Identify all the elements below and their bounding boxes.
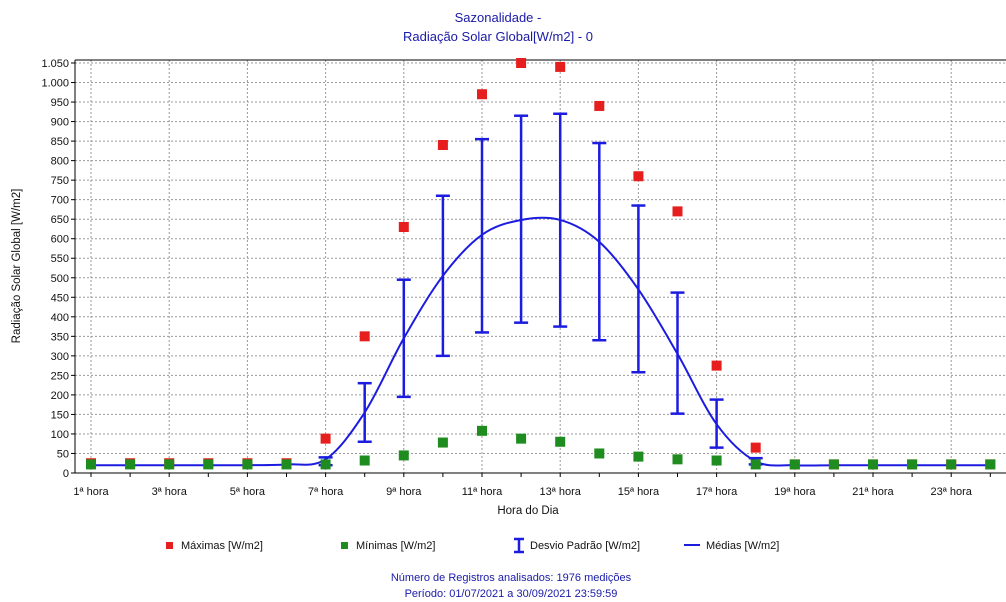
legend-min-label: Mínimas [W/m2] (356, 540, 435, 552)
chart-title: Sazonalidade - (455, 10, 542, 25)
x-tick-label: 19ª hora (774, 486, 816, 498)
y-tick-label: 700 (51, 195, 69, 207)
x-tick-label: 7ª hora (308, 486, 344, 498)
y-axis-label: Radiação Solar Global [W/m2] (11, 189, 23, 344)
x-tick-label: 3ª hora (152, 486, 188, 498)
min-point (750, 459, 761, 470)
max-point (555, 61, 566, 72)
chart-subtitle: Radiação Solar Global[W/m2] - 0 (403, 29, 593, 44)
max-point (320, 433, 331, 444)
x-tick-label: 11ª hora (462, 486, 503, 498)
y-tick-label: 100 (51, 429, 69, 441)
y-tick-label: 900 (51, 117, 69, 129)
y-tick-label: 150 (51, 409, 69, 421)
min-point (477, 425, 487, 436)
max-point (398, 222, 409, 232)
max-point (633, 171, 644, 182)
y-tick-label: 1.050 (41, 58, 69, 70)
x-tick-label: 9ª hora (386, 486, 422, 498)
min-point (398, 450, 409, 461)
x-tick-labels: 1ª hora 3ª hora 5ª hora 7ª hora 9ª hora 11ª h… (73, 486, 972, 498)
y-tick-label: 250 (51, 370, 69, 382)
min-point (359, 455, 370, 466)
min-point (633, 451, 644, 462)
min-point (946, 459, 957, 470)
min-point (789, 459, 800, 470)
min-series (86, 425, 996, 470)
min-point (672, 454, 683, 465)
records-count-text: Número de Registros analisados: 1976 med… (391, 572, 632, 584)
max-point (672, 206, 683, 217)
y-tick-label: 200 (51, 390, 69, 402)
y-tick-label: 600 (51, 234, 69, 246)
x-axis-label: Hora do Dia (497, 505, 559, 517)
x-tick-label: 13ª hora (540, 486, 582, 498)
min-point (86, 459, 96, 470)
y-tick-label: 800 (51, 156, 69, 168)
y-tick-labels: 0 50 100 150 200 250 300 350 400 450 500 550 600 650 7… (41, 58, 69, 480)
legend-max-swatch (166, 542, 173, 549)
y-tick-label: 850 (51, 136, 69, 148)
min-point (125, 459, 136, 470)
y-tick-label: 550 (51, 253, 69, 265)
min-point (281, 459, 292, 470)
min-point (711, 455, 722, 466)
min-point (828, 459, 839, 470)
x-tick-label: 17ª hora (696, 486, 738, 498)
y-tick-label: 450 (51, 292, 69, 304)
max-point (477, 89, 487, 100)
max-point (516, 58, 527, 68)
min-point (516, 433, 527, 444)
min-point (555, 436, 566, 447)
y-tick-label: 0 (63, 468, 69, 480)
max-point (437, 140, 448, 150)
min-point (320, 459, 331, 470)
y-tick-label: 400 (51, 312, 69, 324)
min-point (985, 459, 996, 470)
x-tick-label: 1ª hora (73, 486, 109, 498)
x-tick-label: 15ª hora (618, 486, 660, 498)
plot-area (75, 60, 1006, 473)
max-point (359, 331, 370, 342)
max-point (750, 442, 761, 453)
period-text: Período: 01/07/2021 a 30/09/2021 23:59:5… (405, 588, 618, 600)
y-tick-label: 50 (57, 448, 69, 460)
x-tick-label: 23ª hora (931, 486, 973, 498)
max-point (711, 360, 722, 371)
max-point (594, 100, 605, 111)
std-dev-series (318, 112, 763, 467)
min-point (437, 437, 448, 448)
legend-stddev-swatch (514, 537, 524, 554)
x-tick-label: 21ª hora (852, 486, 894, 498)
y-tick-label: 1.000 (41, 78, 69, 90)
y-tick-label: 500 (51, 273, 69, 285)
legend-min-swatch (341, 542, 348, 549)
legend: Máximas [W/m2] Mínimas [W/m2] Desvio Pad… (166, 537, 779, 554)
min-point (164, 459, 175, 470)
legend-max-label: Máximas [W/m2] (181, 540, 263, 552)
min-point (594, 448, 605, 459)
y-tick-label: 750 (51, 175, 69, 187)
y-tick-label: 950 (51, 97, 69, 109)
y-tick-label: 350 (51, 331, 69, 343)
y-tick-label: 650 (51, 214, 69, 226)
legend-stddev-label: Desvio Padrão [W/m2] (530, 540, 640, 552)
legend-mean-label: Médias [W/m2] (706, 540, 779, 552)
y-tick-label: 300 (51, 351, 69, 363)
x-tick-label: 5ª hora (230, 486, 266, 498)
min-point (242, 459, 253, 470)
min-point (907, 459, 918, 470)
min-point (203, 459, 214, 470)
min-point (868, 459, 878, 470)
